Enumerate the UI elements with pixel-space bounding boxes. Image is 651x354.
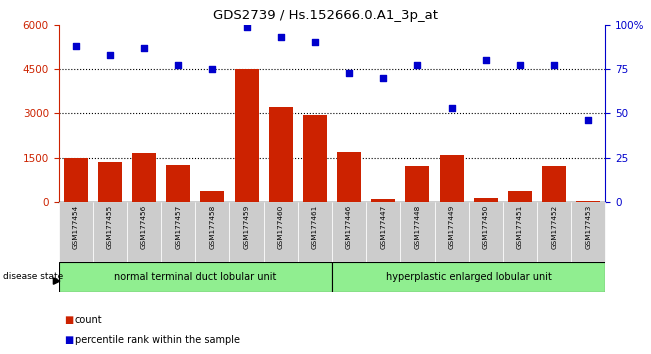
Text: GSM177448: GSM177448 [415,205,421,249]
Text: GSM177458: GSM177458 [210,205,215,249]
Text: GSM177460: GSM177460 [278,205,284,249]
Bar [98,162,122,202]
Text: GDS2739 / Hs.152666.0.A1_3p_at: GDS2739 / Hs.152666.0.A1_3p_at [213,9,438,22]
Text: GSM177461: GSM177461 [312,205,318,249]
Text: GSM177449: GSM177449 [449,205,454,249]
Text: hyperplastic enlarged lobular unit: hyperplastic enlarged lobular unit [386,272,551,282]
Bar [434,202,469,262]
Bar [132,153,156,202]
Bar [269,107,293,202]
Text: disease state: disease state [3,272,64,281]
Point [207,66,217,72]
Text: percentile rank within the sample: percentile rank within the sample [75,335,240,345]
Bar [537,202,572,262]
Text: GSM177455: GSM177455 [107,205,113,249]
Point [139,45,149,51]
Bar [469,202,503,262]
Text: normal terminal duct lobular unit: normal terminal duct lobular unit [114,272,277,282]
Bar [576,201,600,202]
Bar [64,158,88,202]
Point [378,75,389,81]
Point [173,63,184,68]
Text: GSM177452: GSM177452 [551,205,557,249]
Point [310,40,320,45]
Bar [400,202,435,262]
Text: count: count [75,315,102,325]
Bar [264,202,298,262]
Bar [503,202,537,262]
Bar [542,166,566,202]
Point [549,63,559,68]
Point [480,57,491,63]
Bar [59,202,92,262]
Text: GSM177454: GSM177454 [73,205,79,249]
Bar [303,115,327,202]
Bar [92,202,127,262]
Bar [298,202,332,262]
Bar [474,198,498,202]
Point [447,105,457,111]
Point [105,52,115,58]
Point [412,63,422,68]
Text: GSM177451: GSM177451 [517,205,523,249]
Bar [439,155,464,202]
Text: GSM177453: GSM177453 [585,205,591,249]
Bar [337,152,361,202]
Bar [332,262,605,292]
Bar [166,166,190,202]
Bar [508,192,532,202]
Point [70,43,81,49]
Text: GSM177450: GSM177450 [483,205,489,249]
Text: GSM177447: GSM177447 [380,205,386,249]
Text: ■: ■ [65,315,77,325]
Bar [371,199,395,202]
Bar [406,166,430,202]
Point [515,63,525,68]
Bar [234,69,258,202]
Bar [572,202,605,262]
Bar [366,202,400,262]
Point [242,24,252,29]
Bar [195,202,229,262]
Text: ■: ■ [65,335,77,345]
Bar [161,202,195,262]
Bar [201,190,225,202]
Point [275,34,286,40]
Bar [127,202,161,262]
Text: GSM177457: GSM177457 [175,205,181,249]
Text: GSM177459: GSM177459 [243,205,249,249]
Bar [332,202,366,262]
Text: GSM177456: GSM177456 [141,205,147,249]
Point [344,70,354,75]
Bar [59,262,332,292]
Bar [229,202,264,262]
Text: GSM177446: GSM177446 [346,205,352,249]
Polygon shape [53,278,60,284]
Point [583,118,594,123]
